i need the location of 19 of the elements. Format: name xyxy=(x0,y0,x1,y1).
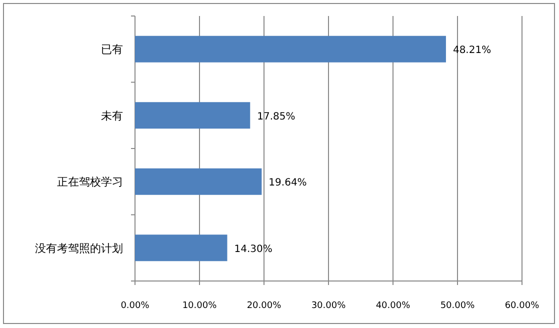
data-label: 19.64% xyxy=(268,178,307,189)
x-tick-label: 60.00% xyxy=(504,301,540,311)
data-label: 48.21% xyxy=(452,45,492,56)
y-tick-label: 未有 xyxy=(101,109,123,122)
x-tick-label: 0.00% xyxy=(120,301,150,311)
x-tick-label: 30.00% xyxy=(311,301,346,311)
bar xyxy=(135,36,446,62)
y-tick-label: 正在驾校学习 xyxy=(57,176,123,189)
bar xyxy=(135,102,250,129)
x-tick-label: 20.00% xyxy=(246,301,282,311)
x-tick-label: 50.00% xyxy=(440,301,476,311)
y-tick-label: 已有 xyxy=(101,43,123,56)
x-tick-label: 10.00% xyxy=(182,301,218,311)
x-tick-label: 40.00% xyxy=(376,301,411,311)
data-label: 14.30% xyxy=(234,244,272,255)
bar xyxy=(135,168,262,195)
y-tick-label: 没有考驾照的计划 xyxy=(35,242,123,255)
bar xyxy=(135,234,228,262)
data-label: 17.85% xyxy=(257,111,296,122)
